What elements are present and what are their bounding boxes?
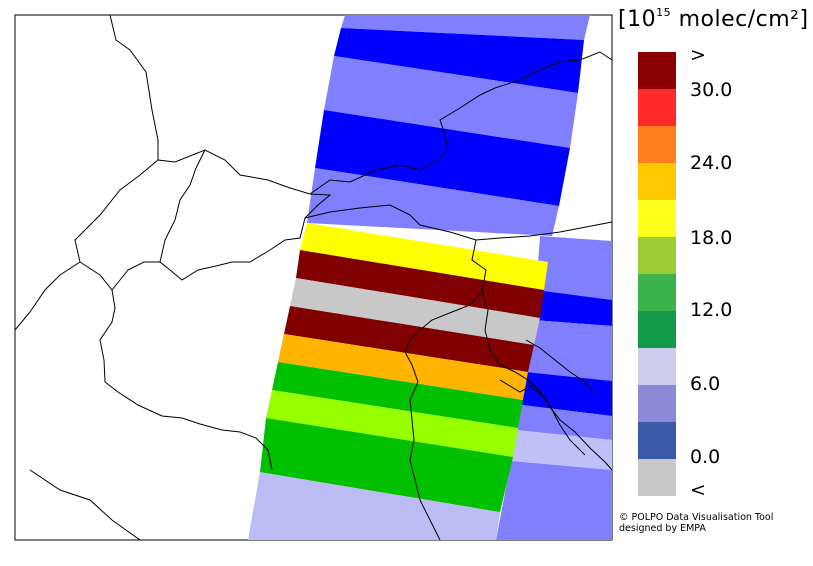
country-borders: [14, 14, 613, 541]
swath-center-band: [260, 418, 513, 512]
swath-east-band: [516, 405, 612, 440]
swath-north-band: [341, 15, 590, 40]
satellite-swaths: [248, 15, 612, 540]
swath-east-band: [511, 430, 612, 470]
legend-color-bar: [638, 52, 676, 496]
coastline: [481, 291, 613, 471]
coastline: [14, 261, 81, 331]
swath-center-band: [300, 223, 548, 290]
legend-swatch: [638, 200, 676, 237]
swath-center-band: [296, 250, 544, 318]
coastline: [525, 339, 596, 395]
swath-north-band: [307, 168, 559, 236]
swath-east-band: [533, 290, 612, 326]
legend-swatch: [638, 89, 676, 126]
border-line: [111, 261, 160, 291]
legend-unit-label: [1015 molec/cm²]: [618, 6, 809, 32]
legend-swatch: [638, 52, 676, 89]
swath-center-band: [290, 278, 540, 345]
credit-line-2: designed by EMPA: [619, 523, 706, 534]
legend-tick-label: <: [690, 479, 706, 501]
legend-swatch: [638, 459, 676, 496]
legend-tick-label: 0.0: [690, 446, 721, 468]
swath-east-band: [522, 372, 612, 416]
swath-east-band: [526, 320, 612, 381]
legend-tick-label: >: [690, 44, 706, 66]
coastline: [404, 329, 441, 541]
swath-east-band: [496, 461, 612, 540]
swath-east-band: [536, 236, 612, 300]
border-line: [109, 14, 613, 195]
swath-center-band: [278, 334, 528, 400]
swath-west-band: [248, 472, 500, 540]
swath-center-band: [284, 306, 534, 372]
border-line: [159, 149, 332, 281]
legend-swatch: [638, 348, 676, 385]
legend-swatch: [638, 422, 676, 459]
legend-tick-label: 24.0: [690, 152, 733, 174]
legend-swatch: [638, 237, 676, 274]
border-line: [419, 239, 487, 331]
legend-tick-label: 12.0: [690, 299, 733, 321]
legend-tick-label: 18.0: [690, 227, 733, 249]
legend-swatch: [638, 274, 676, 311]
coastline: [499, 379, 586, 456]
legend-swatch: [638, 311, 676, 348]
legend-swatch: [638, 385, 676, 422]
swath-north-band: [315, 110, 570, 206]
credit-line-1: © POLPO Data Visualisation Tool: [619, 512, 774, 523]
coastline: [29, 469, 141, 541]
legend-tick-label: 30.0: [690, 79, 733, 101]
swath-center-band: [266, 390, 518, 457]
legend-swatch: [638, 126, 676, 163]
swath-center-band: [272, 362, 523, 428]
legend-tick-label: 6.0: [690, 373, 721, 395]
swath-north-band: [334, 28, 584, 93]
legend-swatch: [638, 163, 676, 200]
border-line: [74, 159, 273, 471]
border-line: [304, 204, 613, 241]
swath-north-band: [324, 56, 578, 148]
